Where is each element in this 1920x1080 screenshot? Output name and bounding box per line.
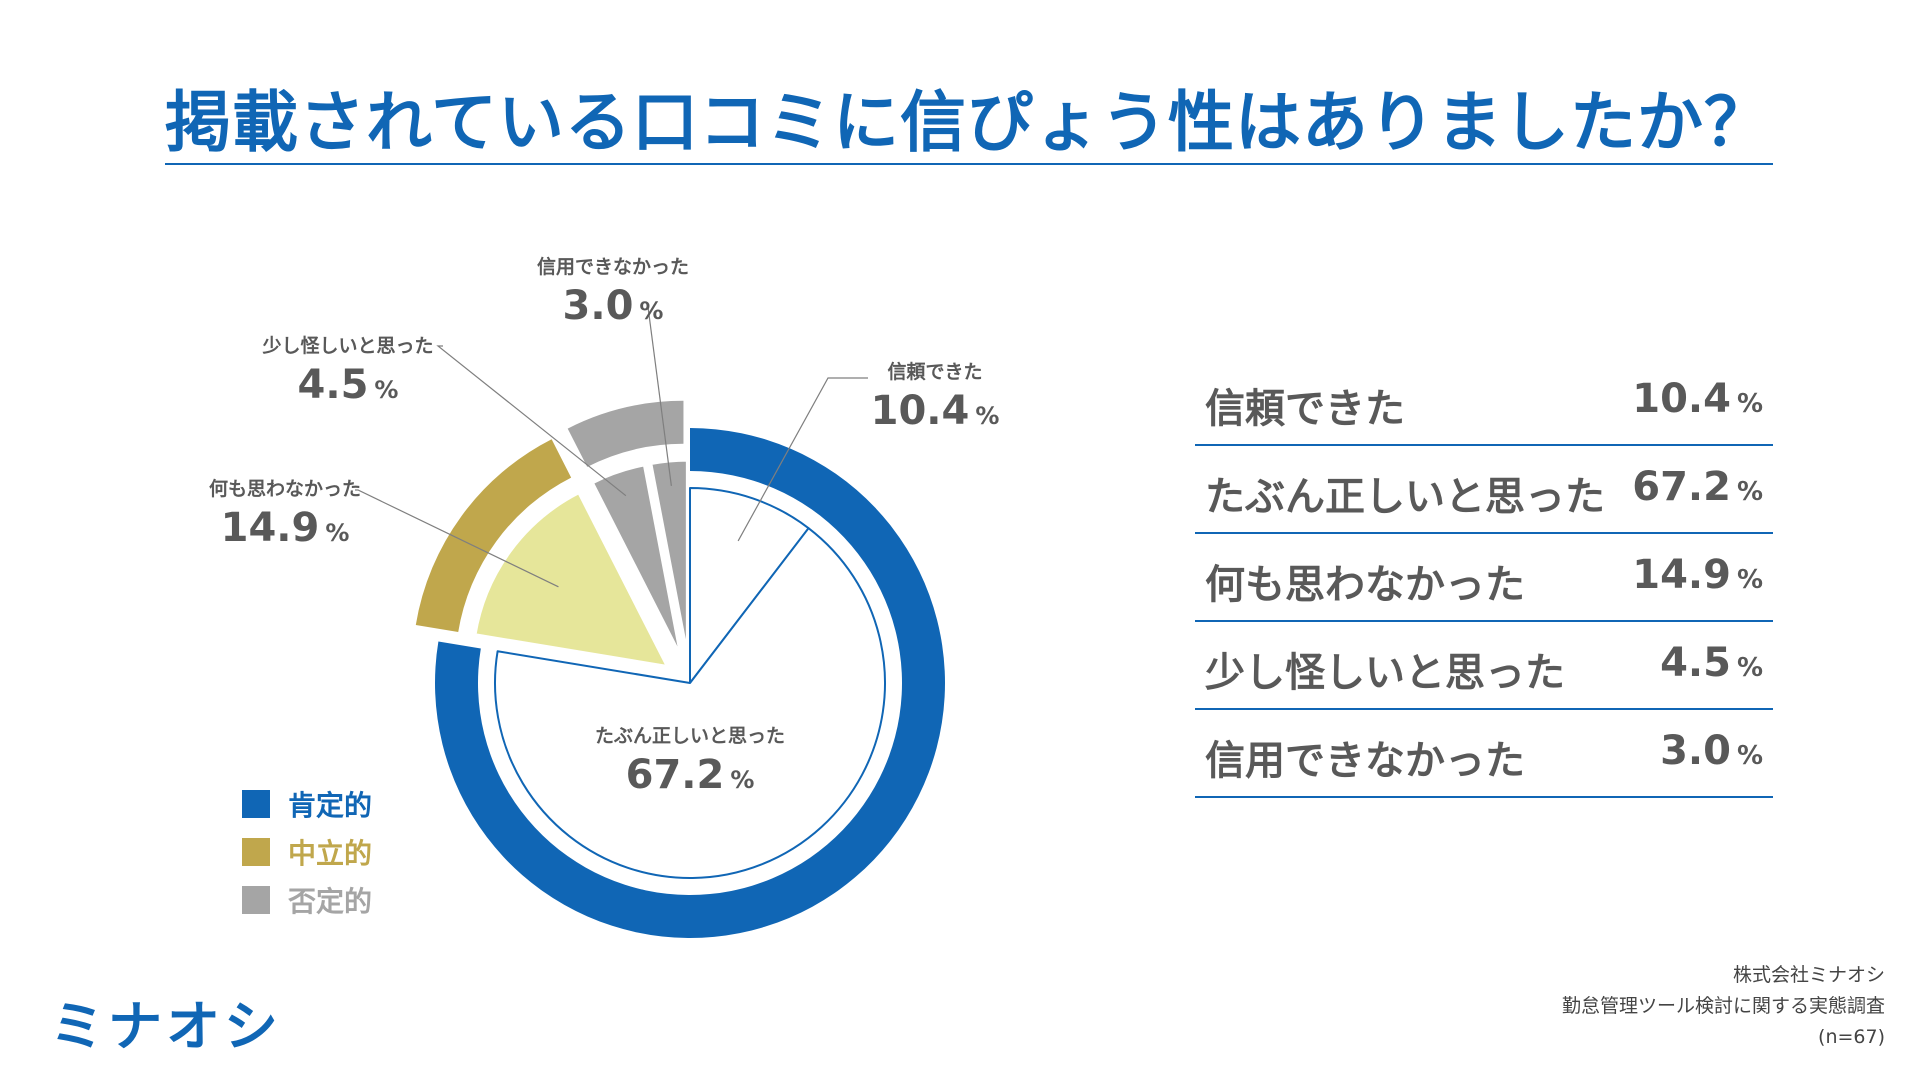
pie-slice bbox=[473, 491, 669, 668]
leader-line bbox=[355, 489, 559, 588]
slice-label-name: 少し怪しいと思った bbox=[261, 334, 433, 357]
pie-slice bbox=[689, 487, 810, 684]
pie-slice bbox=[494, 527, 886, 879]
table-row: 何も思わなかった 14.9% bbox=[1195, 534, 1773, 622]
legend-swatch-positive bbox=[242, 790, 270, 818]
table-row: 少し怪しいと思った 4.5% bbox=[1195, 622, 1773, 710]
table-row-unit: % bbox=[1736, 565, 1763, 595]
slice-label-name: 信頼できた bbox=[887, 360, 982, 383]
table-row-number: 14.9 bbox=[1632, 552, 1731, 598]
table-row-label: たぶん正しいと思った bbox=[1205, 474, 1605, 520]
slice-label-value: 3.0% bbox=[563, 283, 664, 329]
slice-label-value: 14.9% bbox=[221, 505, 350, 551]
leader-lines bbox=[355, 306, 868, 588]
table-row-value: 67.2% bbox=[1632, 464, 1763, 510]
legend-label-positive: 肯定的 bbox=[288, 789, 373, 822]
table-row-value: 4.5% bbox=[1660, 640, 1763, 686]
leader-line bbox=[436, 345, 627, 497]
table-row-number: 67.2 bbox=[1632, 464, 1731, 510]
table-row-label: 少し怪しいと思った bbox=[1205, 650, 1565, 696]
source-survey: 勤怠管理ツール検討に関する実態調査 bbox=[1561, 995, 1885, 1017]
table-row-label: 信頼できた bbox=[1205, 386, 1405, 432]
table-row-unit: % bbox=[1736, 741, 1763, 771]
table-row-value: 10.4% bbox=[1632, 376, 1763, 422]
legend-swatch-negative bbox=[242, 886, 270, 914]
source-note: 株式会社ミナオシ 勤怠管理ツール検討に関する実態調査 (n=67) bbox=[1562, 960, 1885, 1053]
legend: 肯定的 中立的 否定的 bbox=[242, 780, 372, 924]
legend-item-negative: 否定的 bbox=[242, 876, 372, 924]
slice-label-name: たぶん正しいと思った bbox=[595, 725, 785, 747]
table-row-value: 14.9% bbox=[1632, 552, 1763, 598]
leader-line bbox=[737, 377, 868, 542]
group-ring-segment-neutral bbox=[415, 439, 572, 632]
table-row: 信用できなかった 3.0% bbox=[1195, 710, 1773, 798]
slice-label-value: 67.2% bbox=[626, 752, 755, 798]
legend-item-neutral: 中立的 bbox=[242, 828, 372, 876]
legend-label-neutral: 中立的 bbox=[288, 837, 373, 870]
results-table: 信頼できた 10.4% たぶん正しいと思った 67.2% 何も思わなかった 14… bbox=[1195, 358, 1773, 798]
pie-slice bbox=[590, 463, 683, 659]
table-row-number: 4.5 bbox=[1660, 640, 1731, 686]
table-row-number: 3.0 bbox=[1660, 728, 1731, 774]
table-row: 信頼できた 10.4% bbox=[1195, 358, 1773, 446]
slice-label-name: 信用できなかった bbox=[537, 255, 689, 278]
slice-label-name: 何も思わなかった bbox=[209, 477, 361, 500]
slice-label-value: 10.4% bbox=[871, 388, 1000, 434]
slice-label-value: 4.5% bbox=[298, 362, 399, 408]
table-row-number: 10.4 bbox=[1632, 376, 1731, 422]
legend-swatch-neutral bbox=[242, 838, 270, 866]
brand-logo: ミナオシ bbox=[50, 995, 282, 1058]
pie-slice bbox=[649, 458, 689, 657]
table-row-label: 信用できなかった bbox=[1205, 738, 1525, 784]
leader-line bbox=[647, 306, 672, 486]
page-title: 掲載されている口コミに信ぴょう性はありましたか？ bbox=[165, 84, 1772, 161]
source-company: 株式会社ミナオシ bbox=[1732, 964, 1885, 986]
table-row-unit: % bbox=[1736, 653, 1763, 683]
group-ring bbox=[415, 400, 945, 939]
legend-item-positive: 肯定的 bbox=[242, 780, 372, 828]
table-row: たぶん正しいと思った 67.2% bbox=[1195, 446, 1773, 534]
table-row-value: 3.0% bbox=[1660, 728, 1763, 774]
group-ring-segment-negative bbox=[567, 400, 684, 467]
source-sample: (n=67) bbox=[1818, 1026, 1885, 1048]
table-row-unit: % bbox=[1736, 389, 1763, 419]
table-row-label: 何も思わなかった bbox=[1205, 562, 1525, 608]
slice-labels: 信頼できた 10.4 % たぶん正しいと思った 67.2 % 何も思わなかった 14.9 % 少し… bbox=[209, 255, 999, 798]
title-underline bbox=[165, 163, 1773, 165]
slice-layer bbox=[473, 458, 886, 879]
table-row-unit: % bbox=[1736, 477, 1763, 507]
legend-label-negative: 否定的 bbox=[288, 885, 373, 918]
